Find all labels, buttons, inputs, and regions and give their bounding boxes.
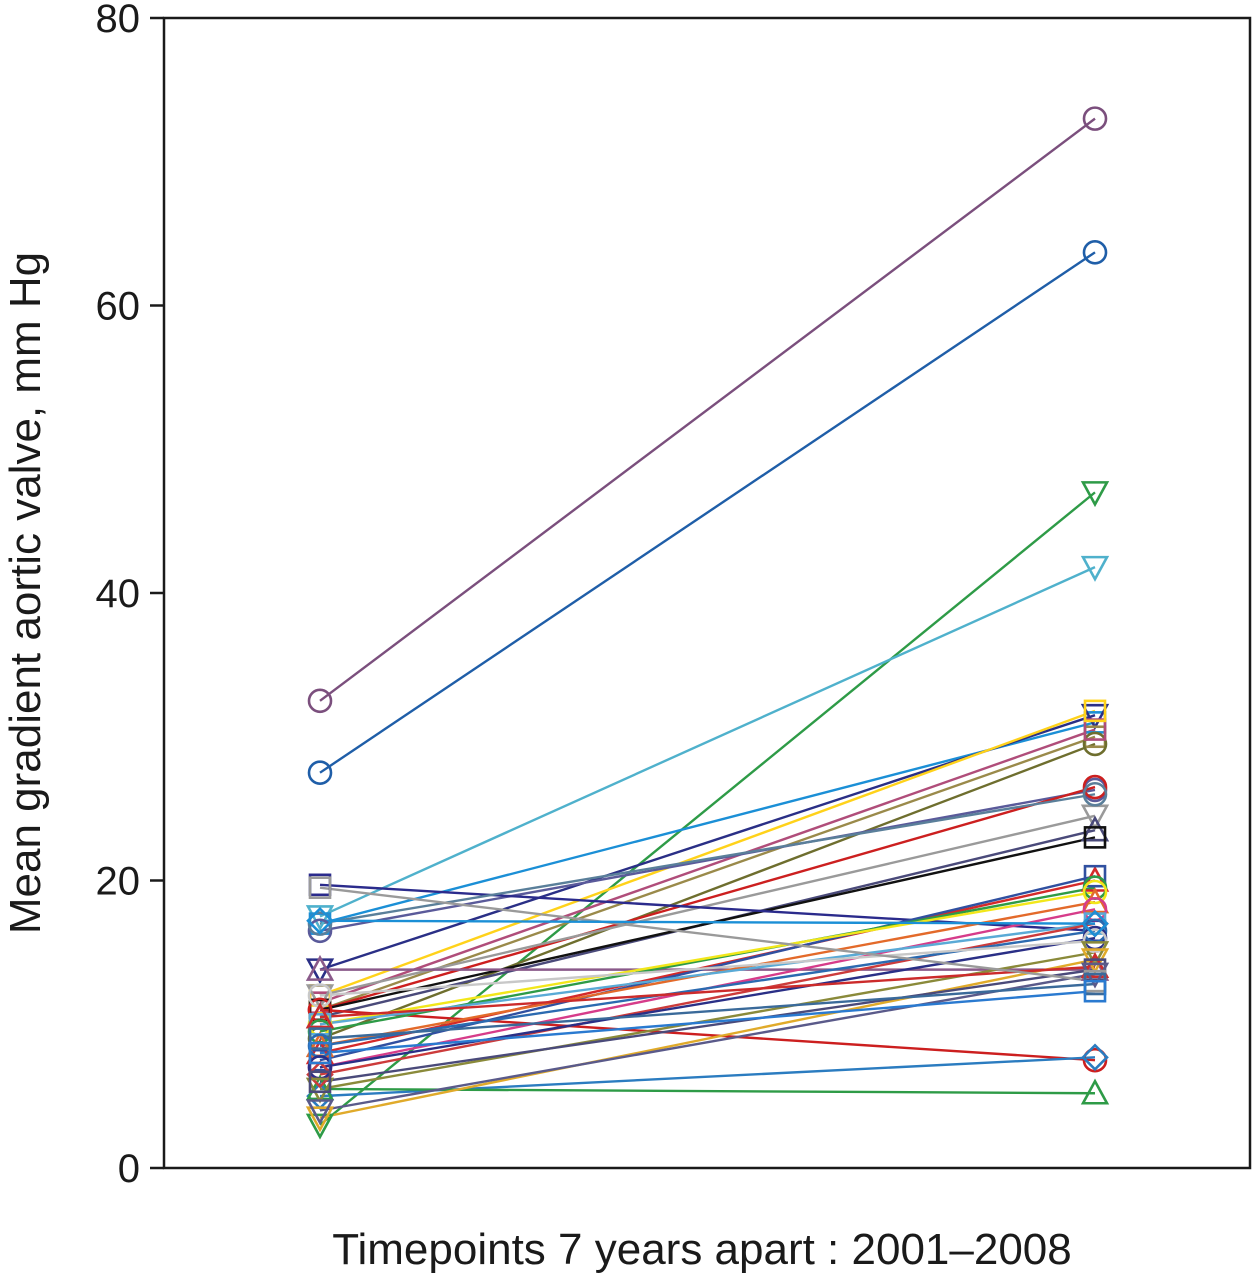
data-point — [1082, 781, 1108, 807]
series-line — [319, 709, 1096, 997]
data-point — [1083, 864, 1107, 888]
series-line — [319, 1087, 1096, 1095]
data-point — [305, 954, 335, 981]
data-point — [307, 688, 333, 714]
y-tick-label: 60 — [96, 285, 141, 329]
data-point — [307, 760, 333, 785]
series-line — [319, 566, 1096, 918]
data-point — [1080, 815, 1110, 842]
data-point — [1082, 879, 1108, 905]
series-markers — [305, 106, 1110, 1140]
data-point — [1082, 928, 1108, 954]
data-point — [308, 876, 332, 899]
data-point — [305, 1002, 335, 1029]
series-line — [319, 982, 1096, 1040]
series-line — [319, 936, 1096, 1069]
series-line — [319, 1008, 1096, 1062]
data-point — [1082, 106, 1108, 131]
series-lines — [319, 117, 1096, 1126]
series-line — [319, 721, 1096, 925]
data-point — [1080, 941, 1110, 968]
y-axis: 0 20 40 60 80 — [96, 0, 164, 1191]
series-line — [319, 814, 1096, 997]
series-line — [319, 989, 1096, 1055]
data-point — [1082, 1047, 1108, 1073]
data-point — [1080, 1078, 1110, 1105]
data-point — [308, 1027, 332, 1050]
data-point — [307, 918, 333, 944]
series-line — [319, 251, 1096, 774]
y-tick-label: 40 — [96, 572, 141, 616]
data-point — [1081, 909, 1109, 938]
data-point — [308, 1041, 332, 1065]
data-point — [307, 911, 333, 936]
series-line — [319, 919, 1096, 925]
series-line — [319, 879, 1096, 1055]
data-point — [1082, 774, 1108, 800]
data-point — [1083, 826, 1107, 849]
series-line — [319, 728, 1096, 1004]
series-line — [319, 788, 1096, 932]
data-point — [1080, 703, 1110, 730]
series-line — [319, 836, 1096, 1012]
data-point — [305, 1113, 335, 1140]
data-point — [305, 1077, 335, 1104]
data-point — [1080, 481, 1110, 508]
data-point — [305, 1099, 335, 1126]
data-point — [1083, 912, 1107, 935]
data-point — [305, 905, 335, 932]
data-point — [1083, 718, 1107, 741]
data-point — [308, 1070, 332, 1094]
series-line — [319, 972, 1096, 1112]
series-line — [319, 958, 1096, 1119]
data-point — [1083, 699, 1107, 723]
series-line — [319, 890, 1096, 1026]
series-line — [319, 117, 1096, 702]
series-line — [319, 742, 1096, 1040]
series-line — [319, 968, 1096, 1083]
data-point — [1081, 1043, 1109, 1072]
series-line — [319, 785, 1096, 1012]
series-line — [319, 886, 1096, 983]
y-tick-label: 0 — [118, 1147, 140, 1191]
y-tick-label: 80 — [96, 0, 141, 41]
data-point — [306, 906, 334, 935]
data-point — [1082, 731, 1108, 757]
data-point — [305, 1106, 335, 1133]
data-point — [1080, 555, 1110, 582]
series-line — [319, 939, 1096, 997]
y-axis-title: Mean gradient aortic valve, mm Hg — [1, 252, 50, 934]
data-point — [1082, 240, 1108, 265]
data-point — [1083, 979, 1107, 1003]
x-axis-title: Timepoints 7 years apart : 2001–2008 — [332, 1225, 1072, 1274]
y-tick-label: 20 — [96, 860, 141, 904]
series-line — [319, 965, 1096, 1019]
data-point — [1080, 952, 1110, 979]
